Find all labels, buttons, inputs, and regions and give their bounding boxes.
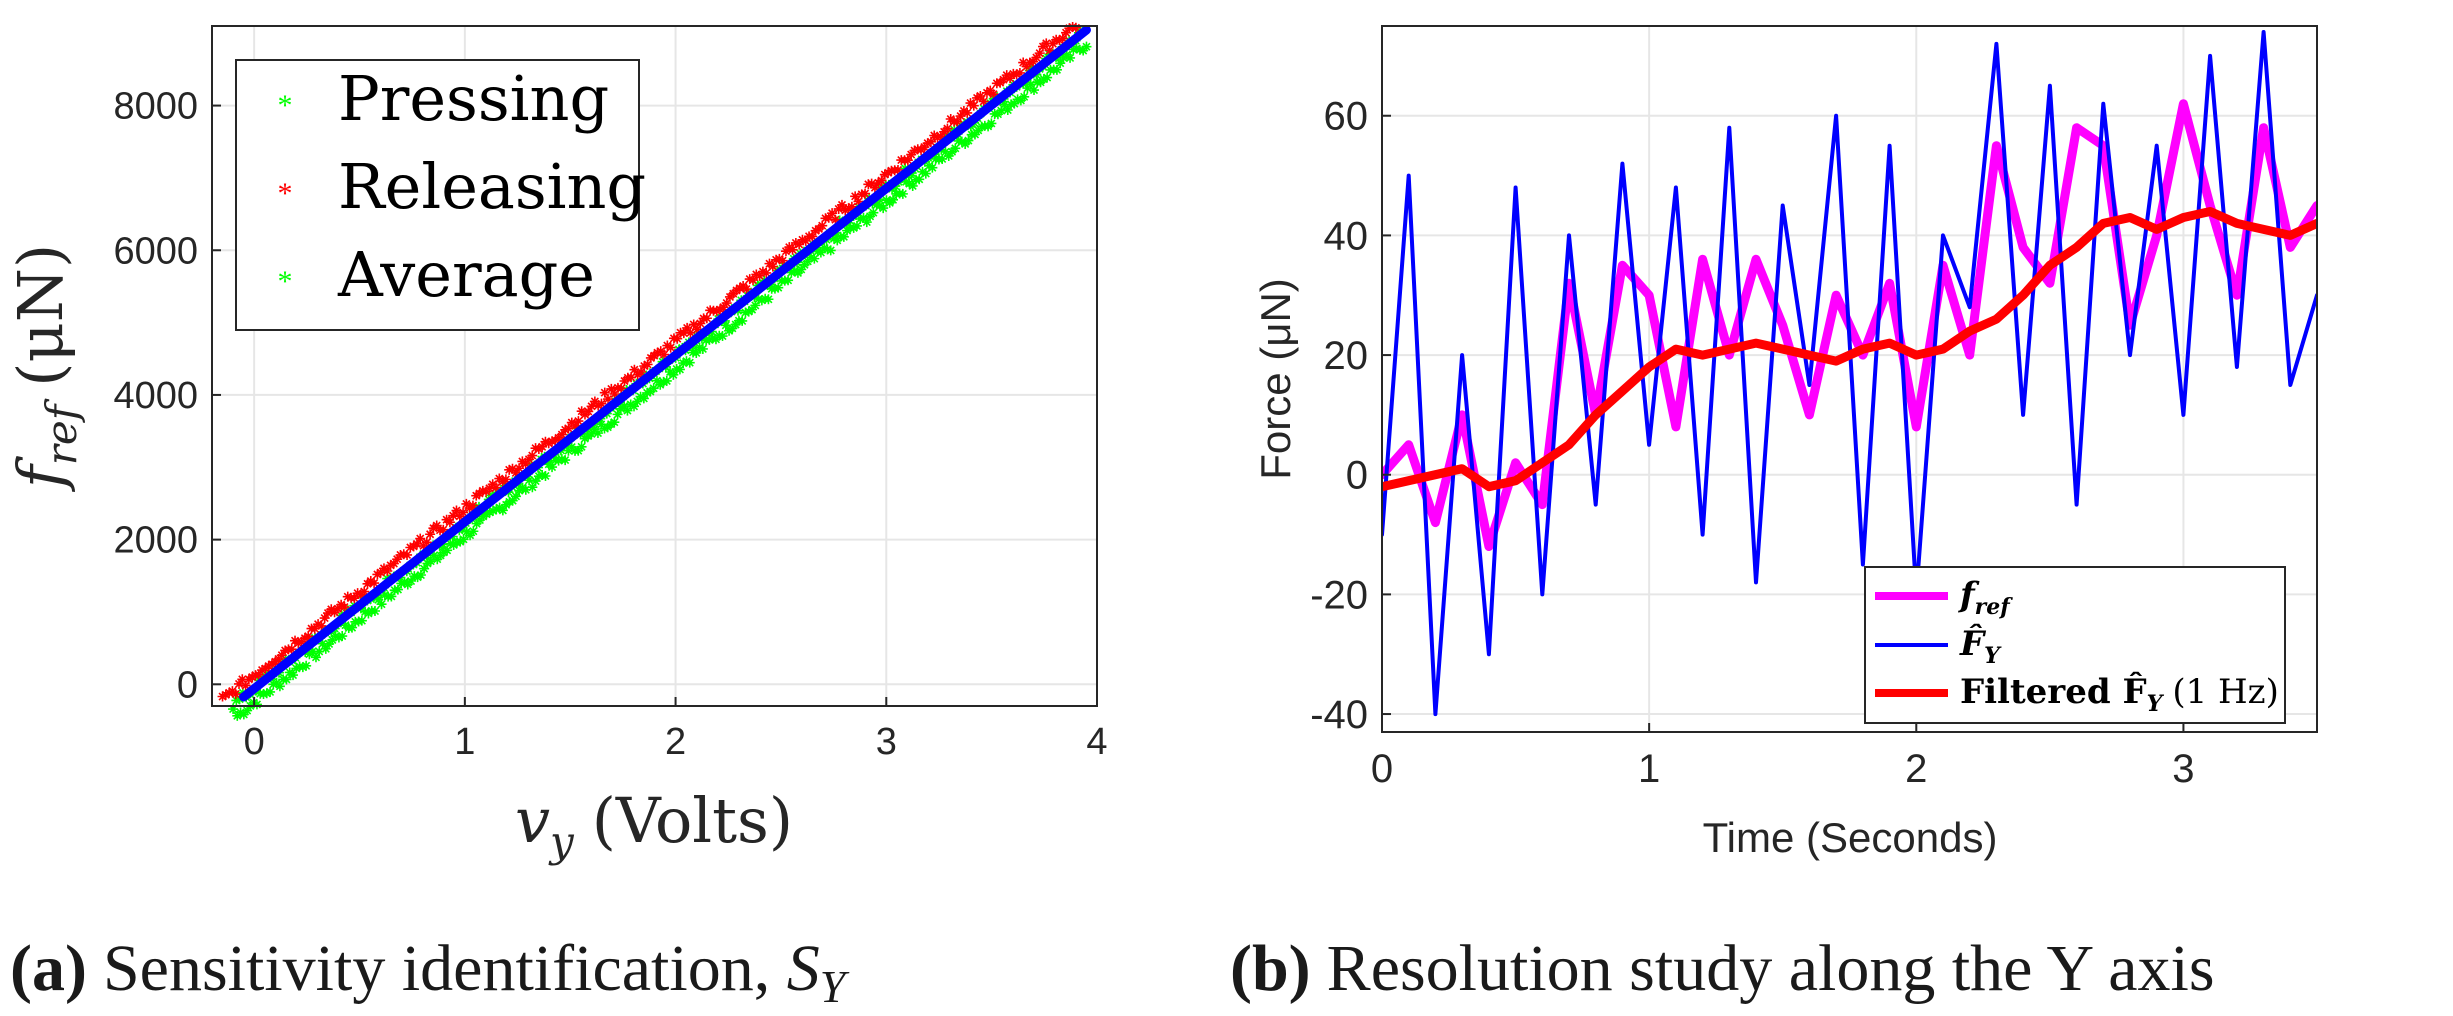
panel-a-y-ticks: 0 2000 4000 6000 8000 [113,86,221,707]
data-point-pressing [718,331,728,341]
data-point-pressing [698,344,708,354]
panel-a-y-tick-label: 6000 [113,230,198,272]
data-point-pressing [898,189,908,199]
data-point-pressing [685,358,695,368]
panel-a-y-tick-label: 0 [177,664,198,706]
panel-b-y-tick-label: -40 [1310,693,1368,737]
panel-b-x-ticks: 0 1 2 3 [1371,723,2195,791]
panel-a-sensitivity-plot: 0 1 2 3 4 0 2000 4000 6000 8000 * Pressing * Rel… [4,22,1108,1012]
data-point-pressing [540,471,550,481]
panel-b-x-tick-label: 0 [1371,747,1393,791]
panel-a-x-tick-label: 0 [244,721,265,763]
figure: 01234 02000400060008000 * Pressing * Rel… [0,0,2453,1016]
data-point-pressing [377,599,387,609]
panel-a-legend: * Pressing * Releasing * Average [236,60,646,330]
legend-label-releasing: Releasing [338,150,646,223]
data-point-pressing [560,455,570,465]
legend-marker-releasing: * [278,177,293,210]
panel-b-y-tick-label: 40 [1324,214,1369,258]
data-point-pressing [826,245,836,255]
panel-a-x-tick-label: 1 [454,721,475,763]
data-point-pressing [1019,92,1029,102]
panel-b-y-axis-label: Force (μN) [1252,278,1299,480]
panel-b-y-tick-label: 60 [1324,95,1369,139]
panel-a-y-tick-label: 8000 [113,86,198,128]
panel-a-x-tick-label: 4 [1086,721,1107,763]
data-point-pressing [301,661,311,671]
panel-a-y-tick-label: 4000 [113,375,198,417]
panel-b-y-tick-label: 20 [1324,334,1369,378]
data-point-pressing [763,294,773,304]
legend-marker-average: * [278,265,293,298]
panel-a-x-tick-label: 3 [876,721,897,763]
legend-label-filtered: Filtered F̂Y (1 Hz) [1960,671,2279,717]
panel-b-x-tick-label: 3 [2172,747,2194,791]
panel-b-y-ticks: -40 -20 0 20 40 60 [1310,95,1391,737]
data-point-pressing [593,428,603,438]
panel-b-x-axis-label: Time (Seconds) [1703,814,1998,861]
legend-label-pressing: Pressing [338,62,609,135]
legend-marker-pressing: * [278,89,293,122]
legend-label-average: Average [337,238,595,311]
data-point-pressing [1081,42,1091,52]
panel-b-x-tick-label: 1 [1638,747,1660,791]
panel-b-y-tick-label: -20 [1310,573,1368,617]
panel-a-y-tick-label: 2000 [113,520,198,562]
panel-a-x-tick-label: 2 [665,721,686,763]
panel-b-x-tick-label: 2 [1905,747,1927,791]
panel-a-y-axis-label: fref(μN) [4,244,86,492]
panel-b-resolution-plot: 0 1 2 3 -40 -20 0 20 40 60 fref F̂Y Filtered F̂Y… [1230,26,2317,1005]
panel-a-caption: (a) Sensitivity identification, SY [10,932,850,1012]
data-point-pressing [337,631,347,641]
panel-b-y-tick-label: 0 [1346,454,1368,498]
panel-a-x-axis-label: vy (Volts) [515,784,793,866]
panel-b-caption: (b) Resolution study along the Y axis [1230,932,2215,1005]
panel-b-legend: fref F̂Y Filtered F̂Y (1 Hz) [1865,567,2285,723]
